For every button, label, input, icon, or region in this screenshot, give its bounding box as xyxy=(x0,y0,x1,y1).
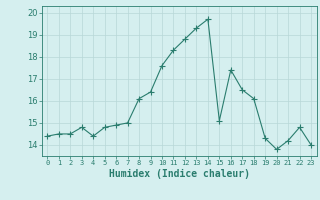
X-axis label: Humidex (Indice chaleur): Humidex (Indice chaleur) xyxy=(109,169,250,179)
